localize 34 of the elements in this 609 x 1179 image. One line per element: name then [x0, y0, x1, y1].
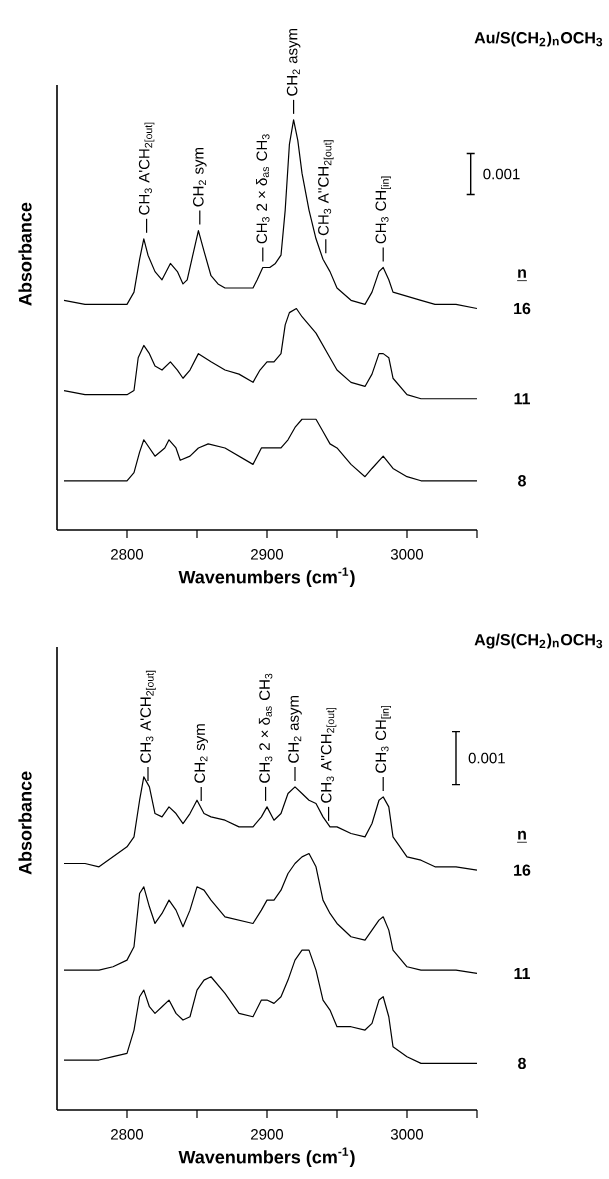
- annotation: CH$_{3}$ A'CH$_{2[out]}$: [140, 670, 156, 763]
- y-axis-title: Absorbance: [18, 202, 32, 306]
- legend-title: n: [518, 269, 526, 278]
- text: 16: [514, 302, 531, 315]
- x-tick-label: 3000: [390, 1129, 424, 1140]
- text: 8: [518, 1057, 526, 1070]
- text: 8: [518, 475, 526, 487]
- annotation: CH$_{3}$ 2 × δ$_{as}$ CH$_{3}$: [256, 134, 270, 244]
- annotation: CH$_{2}$ asym: [286, 28, 301, 96]
- x-tick-label: 2900: [251, 549, 284, 560]
- x-tick-label: 3000: [390, 549, 424, 560]
- annotation: CH$_{3}$ CH$_{[in]}$: [375, 705, 391, 773]
- text: 16: [514, 864, 531, 876]
- y-axis-title: Absorbance: [18, 771, 32, 875]
- x-axis-title: Wavenumbers (cm$^{-1}$): [178, 567, 355, 588]
- text: Au/S(CH$_{2}$)$_{n}$OCH$_{3}$: [474, 31, 603, 47]
- annotation: CH$_{3}$ A''CH$_{2[out]}$: [318, 140, 334, 236]
- text: 0.001: [468, 752, 505, 764]
- text: Ag/S(CH$_{2}$)$_{n}$OCH$_{3}$: [474, 633, 603, 649]
- text: 11: [514, 393, 530, 405]
- x-tick-label: 2900: [251, 1129, 284, 1140]
- legend-title: n: [518, 830, 526, 840]
- x-axis-title: Wavenumbers (cm$^{-1}$): [178, 1147, 355, 1168]
- annotation: CH$_{3}$ CH$_{[in]}$: [375, 176, 391, 244]
- text: 11: [514, 967, 530, 979]
- text: 0.001: [483, 168, 520, 180]
- annotation: CH$_{3}$ A''CH$_{2[out]}$: [320, 707, 337, 803]
- x-tick-label: 2800: [111, 549, 144, 560]
- annotation: CH$_{2}$ asym: [288, 695, 302, 763]
- annotation: CH$_{3}$ 2 × δ$_{as}$ CH$_{3}$: [258, 673, 273, 783]
- annotation: CH$_{3}$ A'CH$_{2[out]}$: [138, 122, 155, 215]
- x-tick-label: 2800: [111, 1129, 144, 1140]
- annotation: CH$_{2}$ sym: [194, 724, 208, 783]
- annotation: CH$_{2}$ sym: [193, 148, 207, 207]
